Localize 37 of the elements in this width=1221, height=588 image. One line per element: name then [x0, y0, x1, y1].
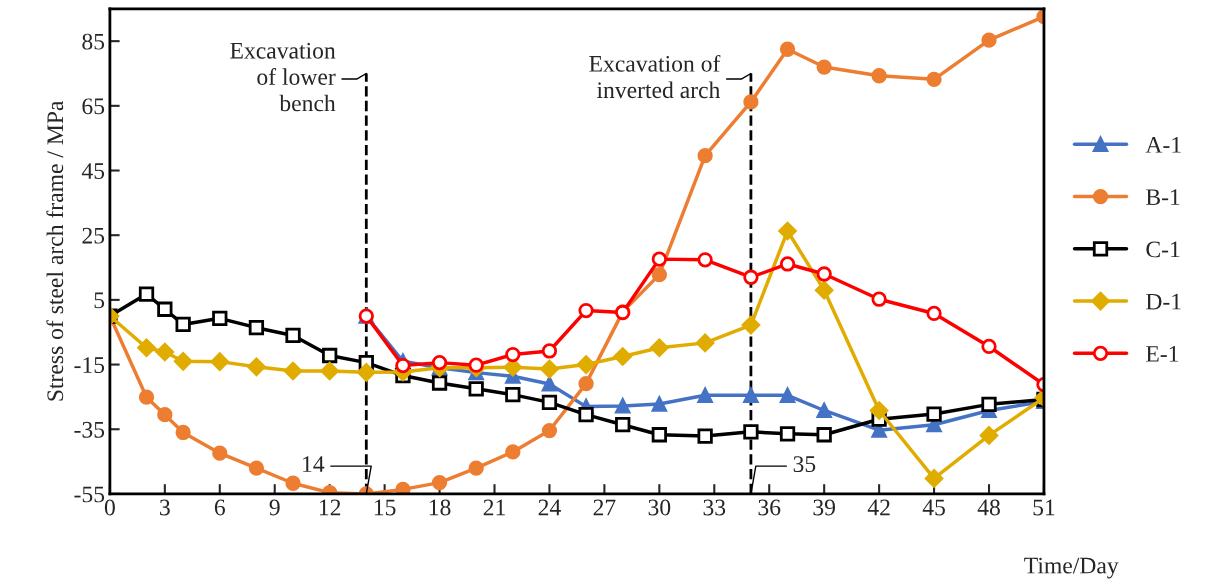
- ref-line-label: 14: [303, 456, 325, 472]
- y-tick-label: 25: [82, 227, 105, 244]
- x-tick-label: 42: [867, 499, 890, 516]
- y-tick-label: -15: [74, 357, 105, 373]
- x-tick-label: 27: [593, 499, 616, 516]
- y-axis-title: Stress of steel arch frame / MPa: [46, 100, 64, 401]
- annotation: Excavation of inverted arch: [589, 54, 721, 99]
- y-tick-label: 65: [82, 98, 105, 115]
- legend-label: E-1: [1146, 346, 1179, 362]
- x-tick-label: 36: [758, 499, 781, 516]
- x-axis-title: Time/Day: [1024, 557, 1119, 579]
- x-tick-label: 39: [813, 499, 836, 516]
- legend-label: A-1: [1145, 137, 1181, 153]
- x-tick-label: 21: [483, 499, 505, 516]
- y-tick-label: 45: [81, 163, 105, 179]
- legend-label: C-1: [1146, 241, 1180, 258]
- x-tick-label: 12: [319, 499, 341, 516]
- x-tick-label: 9: [269, 499, 280, 516]
- x-tick-label: 48: [977, 499, 1000, 516]
- x-tick-label: 45: [922, 499, 945, 516]
- x-tick-label: 3: [160, 499, 170, 516]
- x-tick-label: 24: [538, 499, 561, 516]
- annotation: Excavation of lower bench: [230, 42, 336, 112]
- ref-line-label: 35: [793, 456, 816, 473]
- legend-label: D-1: [1146, 293, 1181, 310]
- y-tick-label: 5: [94, 292, 105, 309]
- x-tick-label: 30: [648, 499, 671, 516]
- x-tick-label: 15: [374, 499, 396, 516]
- y-tick-label: -55: [74, 486, 105, 503]
- x-tick-label: 0: [104, 499, 115, 516]
- x-tick-label: 18: [429, 499, 451, 516]
- y-tick-label: -35: [74, 421, 105, 438]
- x-tick-label: 6: [214, 499, 225, 516]
- x-tick-label: 33: [703, 499, 726, 516]
- legend-label: B-1: [1146, 189, 1180, 205]
- y-tick-label: 85: [82, 33, 105, 50]
- x-tick-label: 51: [1033, 499, 1055, 516]
